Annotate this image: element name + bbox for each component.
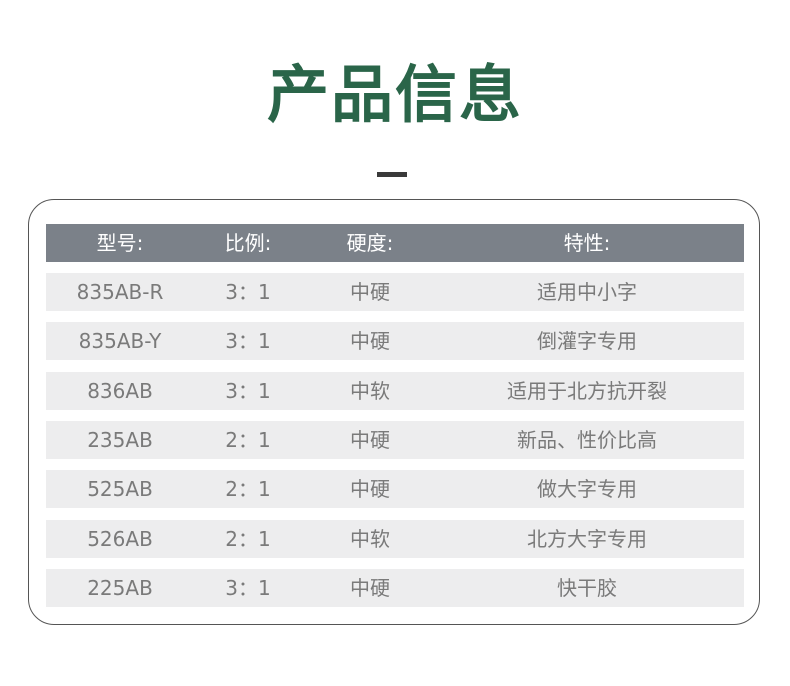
cell-ratio: 3：1 — [225, 280, 271, 304]
cell-feature: 适用于北方抗开裂 — [507, 378, 667, 403]
cell-model: 836AB — [87, 378, 153, 403]
table-row: 525AB 2：1 中硬 做大字专用 — [46, 470, 744, 509]
header-ratio: 比例: — [224, 231, 272, 255]
divider — [377, 172, 407, 177]
cell-ratio: 3：1 — [225, 575, 271, 600]
cell-model: 235AB — [87, 427, 153, 452]
table-header: 型号: 比例: 硬度: 特性: — [46, 224, 744, 262]
cell-feature: 做大字专用 — [537, 477, 637, 502]
table-row: 835AB-R 3：1 中硬 适用中小字 — [46, 273, 744, 311]
cell-hardness: 中软 — [350, 378, 390, 403]
table-row: 835AB-Y 3：1 中硬 倒灌字专用 — [46, 322, 744, 361]
cell-ratio: 3：1 — [225, 329, 271, 354]
cell-model: 526AB — [87, 526, 153, 551]
header-feature: 特性: — [563, 231, 611, 255]
cell-feature: 快干胶 — [557, 575, 617, 600]
cell-ratio: 2：1 — [225, 427, 271, 452]
header-model: 型号: — [96, 231, 144, 255]
table-row: 235AB 2：1 中硬 新品、性价比高 — [46, 420, 744, 459]
cell-hardness: 中软 — [350, 526, 390, 551]
cell-feature: 北方大字专用 — [527, 526, 647, 551]
table-row: 526AB 2：1 中软 北方大字专用 — [46, 519, 744, 558]
table-row: 225AB 3：1 中硬 快干胶 — [46, 568, 744, 607]
table-row: 836AB 3：1 中软 适用于北方抗开裂 — [46, 371, 744, 410]
product-table-frame — [28, 199, 760, 625]
cell-hardness: 中硬 — [350, 280, 390, 304]
cell-model: 835AB-Y — [78, 329, 162, 354]
cell-hardness: 中硬 — [350, 427, 390, 452]
cell-ratio: 2：1 — [225, 477, 271, 502]
cell-ratio: 3：1 — [225, 378, 271, 403]
cell-model: 835AB-R — [76, 280, 164, 304]
cell-feature: 适用中小字 — [537, 280, 637, 304]
cell-model: 525AB — [87, 477, 153, 502]
cell-ratio: 2：1 — [225, 526, 271, 551]
header-hardness: 硬度: — [346, 231, 394, 255]
cell-hardness: 中硬 — [350, 477, 390, 502]
cell-feature: 倒灌字专用 — [537, 329, 637, 354]
page-title: 产品信息 — [266, 58, 523, 131]
cell-hardness: 中硬 — [350, 575, 390, 600]
cell-hardness: 中硬 — [350, 329, 390, 354]
cell-feature: 新品、性价比高 — [517, 427, 657, 452]
cell-model: 225AB — [87, 575, 153, 600]
